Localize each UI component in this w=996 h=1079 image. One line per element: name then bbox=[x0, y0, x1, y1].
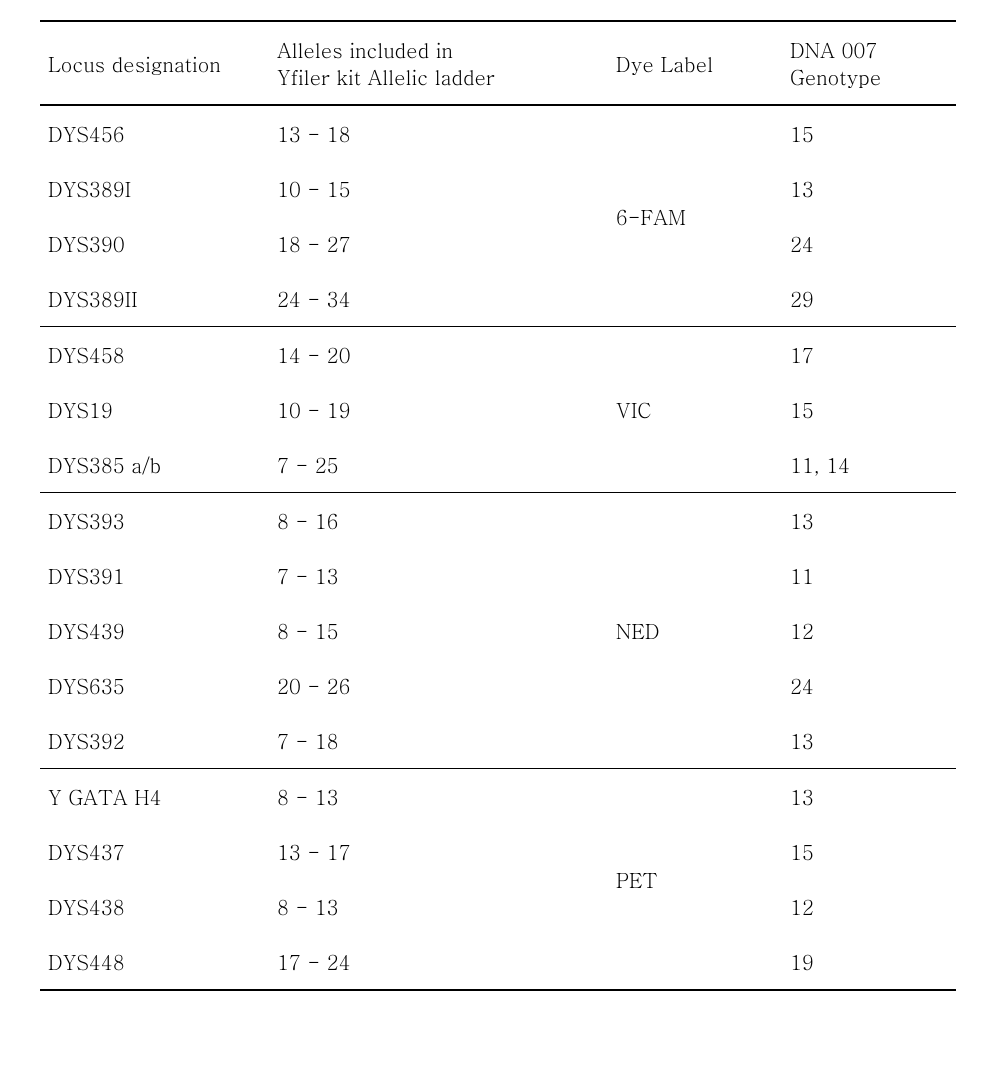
cell-genotype: 17 bbox=[782, 327, 956, 383]
table-row: DYS385 a/b 7 - 25 11, 14 bbox=[40, 437, 956, 493]
cell-locus: DYS458 bbox=[40, 327, 269, 383]
cell-locus: DYS389II bbox=[40, 271, 269, 327]
header-alleles-line2: Yfiler kit Allelic ladder bbox=[277, 62, 495, 91]
cell-locus: DYS389I bbox=[40, 161, 269, 216]
cell-alleles: 8 - 13 bbox=[269, 769, 608, 825]
cell-alleles: 8 - 13 bbox=[269, 879, 608, 934]
cell-genotype: 12 bbox=[782, 603, 956, 658]
cell-alleles: 24 - 34 bbox=[269, 271, 608, 327]
cell-genotype: 11 bbox=[782, 548, 956, 603]
table-row: DYS635 20 - 26 24 bbox=[40, 658, 956, 713]
header-alleles-line1: Alleles included in bbox=[277, 35, 453, 64]
cell-alleles: 13 - 18 bbox=[269, 105, 608, 161]
cell-alleles: 10 - 15 bbox=[269, 161, 608, 216]
cell-locus: DYS391 bbox=[40, 548, 269, 603]
cell-locus: DYS437 bbox=[40, 824, 269, 879]
table-row: DYS458 14 - 20 VIC 17 bbox=[40, 327, 956, 383]
table-row: DYS19 10 - 19 15 bbox=[40, 382, 956, 437]
header-genotype: DNA 007 Genotype bbox=[782, 21, 956, 105]
table-row: DYS390 18 - 27 24 bbox=[40, 216, 956, 271]
loci-table: Locus designation Alleles included in Yf… bbox=[40, 20, 956, 991]
cell-locus: Y GATA H4 bbox=[40, 769, 269, 825]
cell-locus: DYS19 bbox=[40, 382, 269, 437]
cell-genotype: 13 bbox=[782, 713, 956, 769]
cell-dye: VIC bbox=[608, 327, 782, 493]
table-row: DYS448 17 - 24 19 bbox=[40, 934, 956, 990]
cell-alleles: 7 - 13 bbox=[269, 548, 608, 603]
table-row: DYS437 13 - 17 15 bbox=[40, 824, 956, 879]
cell-genotype: 11, 14 bbox=[782, 437, 956, 493]
cell-genotype: 13 bbox=[782, 769, 956, 825]
table-header-row: Locus designation Alleles included in Yf… bbox=[40, 21, 956, 105]
cell-locus: DYS393 bbox=[40, 493, 269, 549]
cell-genotype: 24 bbox=[782, 658, 956, 713]
table-row: DYS392 7 - 18 13 bbox=[40, 713, 956, 769]
cell-genotype: 15 bbox=[782, 105, 956, 161]
header-alleles: Alleles included in Yfiler kit Allelic l… bbox=[269, 21, 608, 105]
table-row: DYS456 13 - 18 6-FAM 15 bbox=[40, 105, 956, 161]
header-genotype-line2: Genotype bbox=[790, 62, 881, 91]
table-row: Y GATA H4 8 - 13 PET 13 bbox=[40, 769, 956, 825]
cell-locus: DYS385 a/b bbox=[40, 437, 269, 493]
cell-locus: DYS392 bbox=[40, 713, 269, 769]
header-locus: Locus designation bbox=[40, 21, 269, 105]
cell-alleles: 8 - 16 bbox=[269, 493, 608, 549]
cell-genotype: 15 bbox=[782, 382, 956, 437]
cell-genotype: 19 bbox=[782, 934, 956, 990]
cell-alleles: 7 - 25 bbox=[269, 437, 608, 493]
cell-genotype: 24 bbox=[782, 216, 956, 271]
cell-genotype: 29 bbox=[782, 271, 956, 327]
cell-alleles: 18 - 27 bbox=[269, 216, 608, 271]
table-container: Locus designation Alleles included in Yf… bbox=[0, 0, 996, 1051]
cell-locus: DYS635 bbox=[40, 658, 269, 713]
cell-alleles: 7 - 18 bbox=[269, 713, 608, 769]
table-row: DYS391 7 - 13 11 bbox=[40, 548, 956, 603]
cell-dye: NED bbox=[608, 493, 782, 769]
cell-alleles: 20 - 26 bbox=[269, 658, 608, 713]
cell-locus: DYS438 bbox=[40, 879, 269, 934]
cell-alleles: 8 - 15 bbox=[269, 603, 608, 658]
cell-genotype: 15 bbox=[782, 824, 956, 879]
cell-alleles: 13 - 17 bbox=[269, 824, 608, 879]
cell-locus: DYS448 bbox=[40, 934, 269, 990]
table-row: DYS439 8 - 15 12 bbox=[40, 603, 956, 658]
cell-genotype: 13 bbox=[782, 161, 956, 216]
header-genotype-line1: DNA 007 bbox=[790, 35, 877, 64]
table-row: DYS389I 10 - 15 13 bbox=[40, 161, 956, 216]
cell-locus: DYS390 bbox=[40, 216, 269, 271]
cell-alleles: 17 - 24 bbox=[269, 934, 608, 990]
cell-locus: DYS456 bbox=[40, 105, 269, 161]
cell-alleles: 14 - 20 bbox=[269, 327, 608, 383]
cell-dye: PET bbox=[608, 769, 782, 991]
table-row: DYS393 8 - 16 NED 13 bbox=[40, 493, 956, 549]
cell-genotype: 13 bbox=[782, 493, 956, 549]
cell-dye: 6-FAM bbox=[608, 105, 782, 327]
table-row: DYS438 8 - 13 12 bbox=[40, 879, 956, 934]
cell-alleles: 10 - 19 bbox=[269, 382, 608, 437]
header-dye: Dye Label bbox=[608, 21, 782, 105]
table-body: DYS456 13 - 18 6-FAM 15 DYS389I 10 - 15 … bbox=[40, 105, 956, 990]
cell-genotype: 12 bbox=[782, 879, 956, 934]
cell-locus: DYS439 bbox=[40, 603, 269, 658]
table-row: DYS389II 24 - 34 29 bbox=[40, 271, 956, 327]
